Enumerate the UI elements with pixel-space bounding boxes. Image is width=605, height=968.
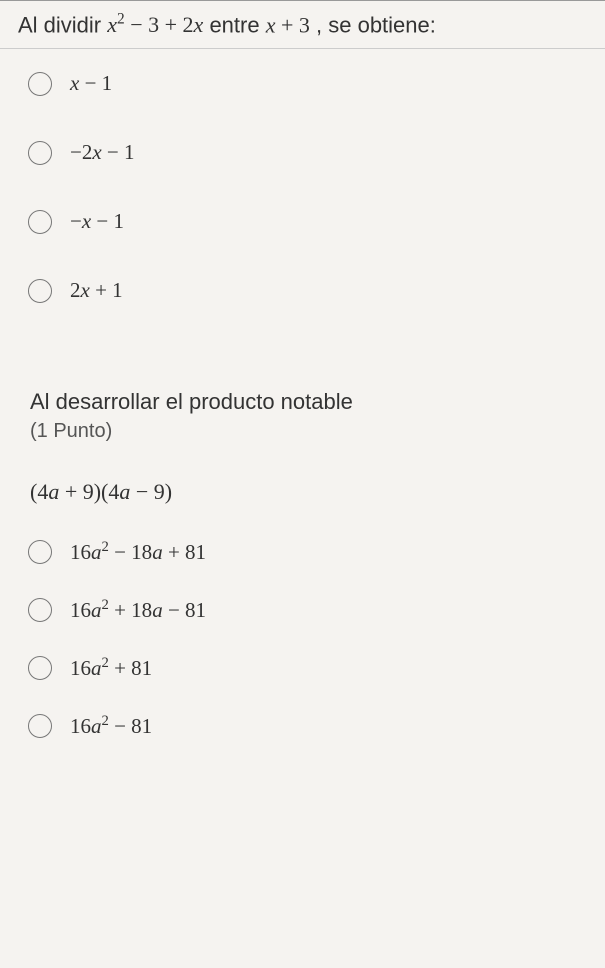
q2-option-1-label: 16a2 − 18a + 81 — [70, 539, 206, 565]
q2-points: (1 Punto) — [30, 420, 587, 443]
radio-icon — [28, 210, 52, 234]
q1-option-4-label: 2x + 1 — [70, 278, 123, 303]
q1-option-2-label: −2x − 1 — [70, 140, 135, 165]
q2-option-4-label: 16a2 − 81 — [70, 713, 152, 739]
q1-option-3-label: −x − 1 — [70, 209, 124, 234]
q1-option-3[interactable]: −x − 1 — [28, 209, 587, 234]
q1-prompt-mid: entre — [209, 12, 265, 37]
q1-expr1: x2 − 3 + 2x — [107, 12, 203, 37]
q2-title: Al desarrollar el producto notable — [30, 387, 587, 418]
q1-prompt-suffix: , se obtiene: — [316, 12, 436, 37]
radio-icon — [28, 656, 52, 680]
q1-options: x − 1 −2x − 1 −x − 1 2x + 1 — [0, 49, 605, 357]
radio-icon — [28, 714, 52, 738]
question-1-header: Al dividir x2 − 3 + 2x entre x + 3 , se … — [0, 0, 605, 49]
q1-option-1-label: x − 1 — [70, 71, 112, 96]
radio-icon — [28, 72, 52, 96]
q2-option-3-label: 16a2 + 81 — [70, 655, 152, 681]
q2-options: 16a2 − 18a + 81 16a2 + 18a − 81 16a2 + 8… — [0, 525, 605, 781]
radio-icon — [28, 279, 52, 303]
question-2-block: Al desarrollar el producto notable (1 Pu… — [0, 357, 605, 525]
q1-prompt-prefix: Al dividir — [18, 12, 107, 37]
q2-expression: (4a + 9)(4a − 9) — [30, 479, 587, 505]
q1-option-4[interactable]: 2x + 1 — [28, 278, 587, 303]
q2-option-1[interactable]: 16a2 − 18a + 81 — [28, 539, 587, 565]
q1-option-2[interactable]: −2x − 1 — [28, 140, 587, 165]
q2-option-2[interactable]: 16a2 + 18a − 81 — [28, 597, 587, 623]
radio-icon — [28, 540, 52, 564]
q1-expr2: x + 3 — [266, 12, 310, 37]
radio-icon — [28, 141, 52, 165]
q2-option-3[interactable]: 16a2 + 81 — [28, 655, 587, 681]
q1-option-1[interactable]: x − 1 — [28, 71, 587, 96]
q2-option-2-label: 16a2 + 18a − 81 — [70, 597, 206, 623]
q2-option-4[interactable]: 16a2 − 81 — [28, 713, 587, 739]
radio-icon — [28, 598, 52, 622]
